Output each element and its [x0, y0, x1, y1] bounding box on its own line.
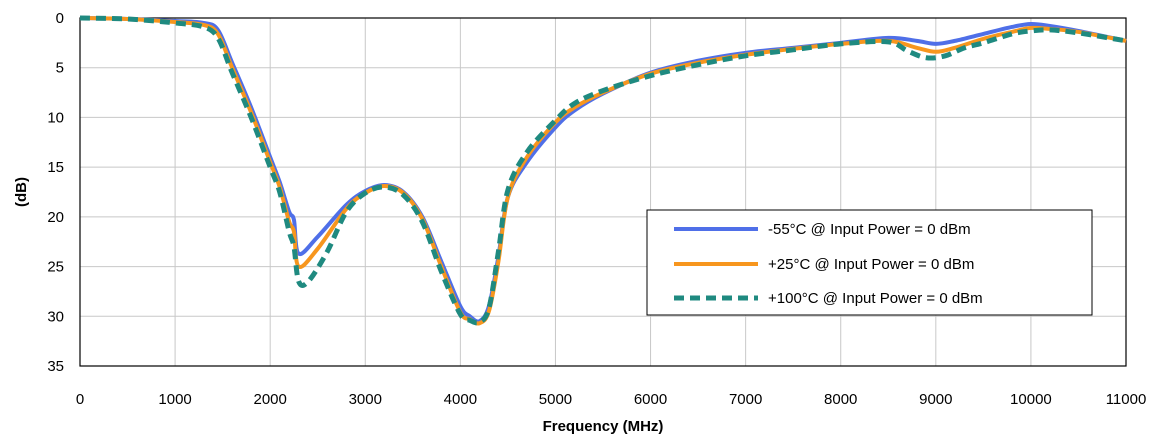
legend-label-series-3: +100°C @ Input Power = 0 dBm	[768, 290, 983, 307]
y-tick-label: 5	[56, 60, 64, 77]
x-tick-label: 1000	[158, 391, 191, 408]
y-axis-tick-labels: 0 5 10 15 20 25 30 35	[47, 10, 64, 375]
y-tick-label: 25	[47, 259, 64, 276]
legend-label-series-1: -55°C @ Input Power = 0 dBm	[768, 221, 971, 238]
x-tick-label: 11000	[1106, 391, 1147, 408]
legend: -55°C @ Input Power = 0 dBm +25°C @ Inpu…	[646, 209, 1093, 316]
y-tick-label: 15	[47, 159, 64, 176]
x-tick-label: 6000	[634, 391, 667, 408]
series-lines	[79, 15, 1127, 326]
x-tick-label: 2000	[253, 391, 286, 408]
x-tick-label: 5000	[539, 391, 572, 408]
x-tick-label: 7000	[729, 391, 762, 408]
x-axis-title: Frequency (MHz)	[543, 418, 664, 435]
x-tick-label: 10000	[1010, 391, 1052, 408]
y-tick-label: 0	[56, 10, 64, 27]
x-tick-label: 0	[76, 391, 84, 408]
y-tick-label: 10	[47, 109, 64, 126]
x-tick-label: 8000	[824, 391, 857, 408]
y-tick-label: 35	[47, 358, 64, 375]
x-tick-label: 4000	[444, 391, 477, 408]
plot-area-border	[79, 17, 1127, 367]
x-tick-label: 3000	[349, 391, 382, 408]
x-axis-tick-labels: 0 1000 2000 3000 4000 5000 6000 7000 8000 9000 100…	[76, 391, 1146, 408]
y-tick-label: 20	[47, 209, 64, 226]
y-axis-title: (dB)	[13, 177, 30, 207]
legend-label-series-2: +25°C @ Input Power = 0 dBm	[768, 256, 974, 273]
y-tick-label: 30	[47, 308, 64, 325]
series-line-3	[79, 15, 1127, 326]
x-tick-label: 9000	[919, 391, 952, 408]
